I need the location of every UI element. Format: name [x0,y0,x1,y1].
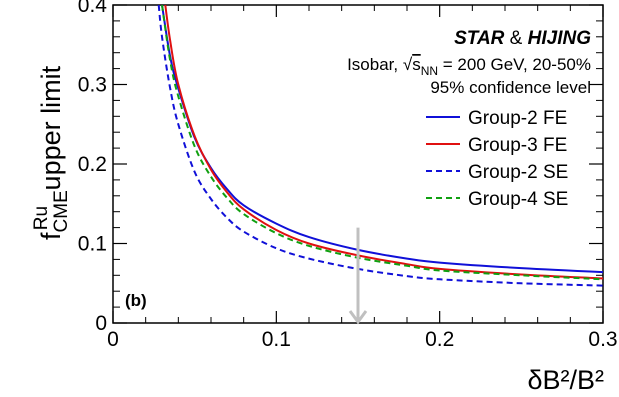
x-axis-label: δB²/B² [527,365,604,395]
x-tick-label: 0.3 [588,328,617,351]
legend-label-2: Group-3 FE [468,135,567,156]
sqrt-s-sub: NN [421,64,438,78]
y-axis-label: fCMERu upper limit [31,65,72,240]
sqrt-symbol: √ [403,55,413,74]
annotation-line2: 95% confidence level [430,78,591,97]
y-tick-label: 0.4 [78,0,108,17]
legend-label-3: Group-2 SE [468,162,568,183]
x-tick-label: 0 [107,328,119,351]
series-line-3 [157,5,603,287]
x-tick-label: 0.1 [262,328,291,351]
y-tick-label: 0 [95,312,107,335]
legend-label-1: Group-2 FE [468,108,567,129]
y-tick-label: 0.1 [78,233,107,256]
annotation-title: STAR & HIJING [454,28,591,49]
y-tick-label: 0.2 [78,153,107,176]
y-tick-label: 0.3 [78,74,107,97]
legend-label-4: Group-4 SE [468,189,568,210]
series-layer [157,5,603,287]
sqrt-s: s [412,55,421,74]
limit-arrow-head [348,310,368,325]
series-line-2 [164,5,603,280]
panel-label: (b) [125,291,147,310]
arrow-layer [348,227,368,325]
text-layer: STAR & HIJING Isobar, √sNN = 200 GeV, 20… [31,28,604,395]
annotation-line1: Isobar, √sNN = 200 GeV, 20-50% [347,55,591,78]
legend: Group-2 FE Group-3 FE Group-2 SE Group-4 SE [426,108,568,210]
x-tick-label: 0.2 [425,328,454,351]
series-line-4 [161,5,603,281]
